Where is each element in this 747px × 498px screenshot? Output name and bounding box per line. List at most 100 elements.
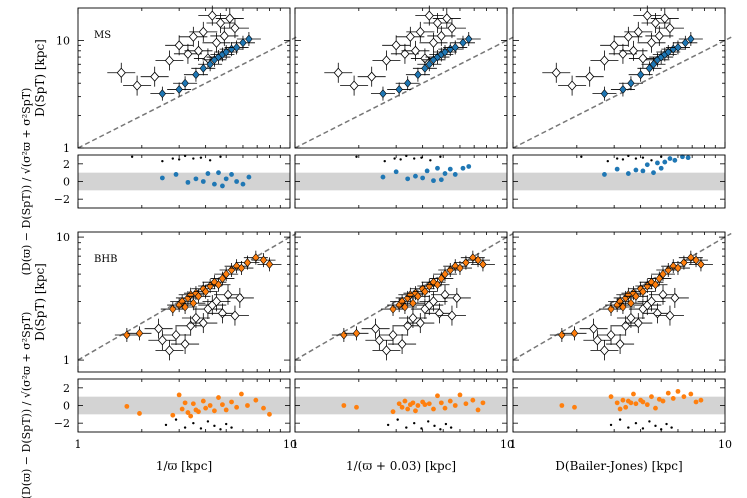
residual-outlier-point: [393, 157, 396, 160]
main-panel-MS-3: [512, 5, 732, 149]
main-panel-frame: [77, 7, 291, 149]
unity-band: [295, 172, 507, 191]
y-tick-label: 1: [63, 142, 70, 155]
data-point: [558, 330, 566, 340]
main-panel-BHB-2: [294, 231, 514, 373]
residual-point: [559, 403, 565, 408]
outlier-point: [391, 40, 401, 51]
outlier-point: [665, 23, 675, 34]
residual-point: [390, 409, 396, 415]
outlier-point: [589, 323, 599, 334]
outlier-point: [609, 40, 619, 51]
residual-point: [193, 176, 199, 182]
main-panel-frame: [512, 231, 726, 373]
residual-point: [253, 397, 259, 403]
residual-outlier-point: [177, 158, 181, 161]
x-tick-label: 1: [510, 438, 517, 451]
data-point: [632, 291, 640, 301]
residual-point: [422, 402, 428, 408]
outlier-point: [405, 31, 415, 42]
resid-y-tick-label: 0: [63, 176, 70, 189]
outlier-point: [215, 17, 226, 29]
residual-point: [354, 404, 359, 410]
residual-point: [229, 172, 234, 177]
residual-point: [415, 403, 421, 408]
residual-point: [124, 403, 130, 409]
data-point: [181, 78, 189, 88]
outlier-point: [633, 26, 643, 37]
data-point: [664, 265, 672, 275]
panel-label-BHB: BHB: [94, 254, 117, 265]
outlier-point: [551, 67, 561, 78]
outlier-point: [397, 338, 407, 350]
data-point: [199, 63, 207, 73]
outlier-point: [623, 31, 633, 42]
data-point: [441, 269, 449, 279]
residual-outlier-point: [627, 426, 630, 429]
residual-point: [212, 181, 217, 187]
data-point: [674, 263, 682, 273]
outlier-point: [660, 13, 670, 24]
residual-point: [173, 172, 179, 177]
residual-point: [216, 170, 221, 176]
residual-outlier-point: [399, 158, 402, 161]
one-to-one-line: [294, 36, 514, 149]
residual-point: [234, 179, 240, 184]
residual-point: [452, 172, 458, 177]
y-tick-label: 10: [56, 34, 70, 47]
residual-point: [655, 160, 660, 166]
residual-point: [245, 403, 250, 408]
outlier-point: [188, 31, 198, 42]
outlier-point: [665, 310, 675, 321]
panel-label-MS: MS: [94, 30, 111, 41]
residual-point: [463, 401, 469, 407]
outlier-point: [670, 292, 680, 304]
x-axis-label-2: 1/(ϖ + 0.03) [kpc]: [346, 459, 456, 473]
outlier-point: [333, 67, 343, 78]
residual-point: [413, 173, 418, 179]
data-point: [651, 280, 660, 290]
data-point: [239, 38, 247, 48]
residual-point: [393, 169, 399, 175]
outlier-point: [442, 13, 452, 24]
outlier-point: [186, 320, 196, 331]
data-point: [403, 78, 412, 88]
unity-band: [78, 396, 290, 415]
outlier-point: [626, 312, 636, 324]
residual-point: [431, 406, 436, 412]
residual-point: [658, 165, 664, 171]
residual-point: [470, 397, 476, 403]
data-point: [158, 89, 167, 99]
outlier-point: [150, 71, 160, 82]
outlier-point: [599, 345, 609, 356]
residual-outlier-point: [224, 422, 228, 426]
data-point: [636, 70, 645, 80]
data-point: [395, 84, 403, 94]
residual-point: [602, 172, 607, 177]
residual-point: [435, 165, 440, 171]
residual-point: [267, 411, 272, 417]
data-point: [252, 253, 260, 263]
residual-outlier-point: [396, 418, 399, 421]
residual-outlier-point: [439, 428, 442, 431]
residual-point: [229, 399, 234, 405]
residual-point: [239, 391, 244, 397]
residual-point: [246, 174, 252, 180]
residual-panel-MS-2: [294, 154, 508, 209]
data-point: [189, 298, 198, 308]
residual-point: [665, 390, 671, 396]
residual-point: [667, 156, 673, 161]
residual-point: [675, 388, 681, 394]
outlier-point: [452, 292, 462, 304]
residual-point: [438, 177, 444, 183]
outlier-point: [132, 80, 142, 91]
outlier-point: [116, 67, 126, 78]
outlier-point: [428, 296, 439, 307]
residual-point: [402, 398, 408, 404]
data-point: [627, 298, 635, 308]
residual-outlier-point: [183, 426, 187, 429]
residual-outlier-point: [199, 156, 203, 159]
outlier-point: [171, 329, 181, 341]
data-point: [222, 47, 230, 57]
residual-point: [405, 406, 411, 412]
